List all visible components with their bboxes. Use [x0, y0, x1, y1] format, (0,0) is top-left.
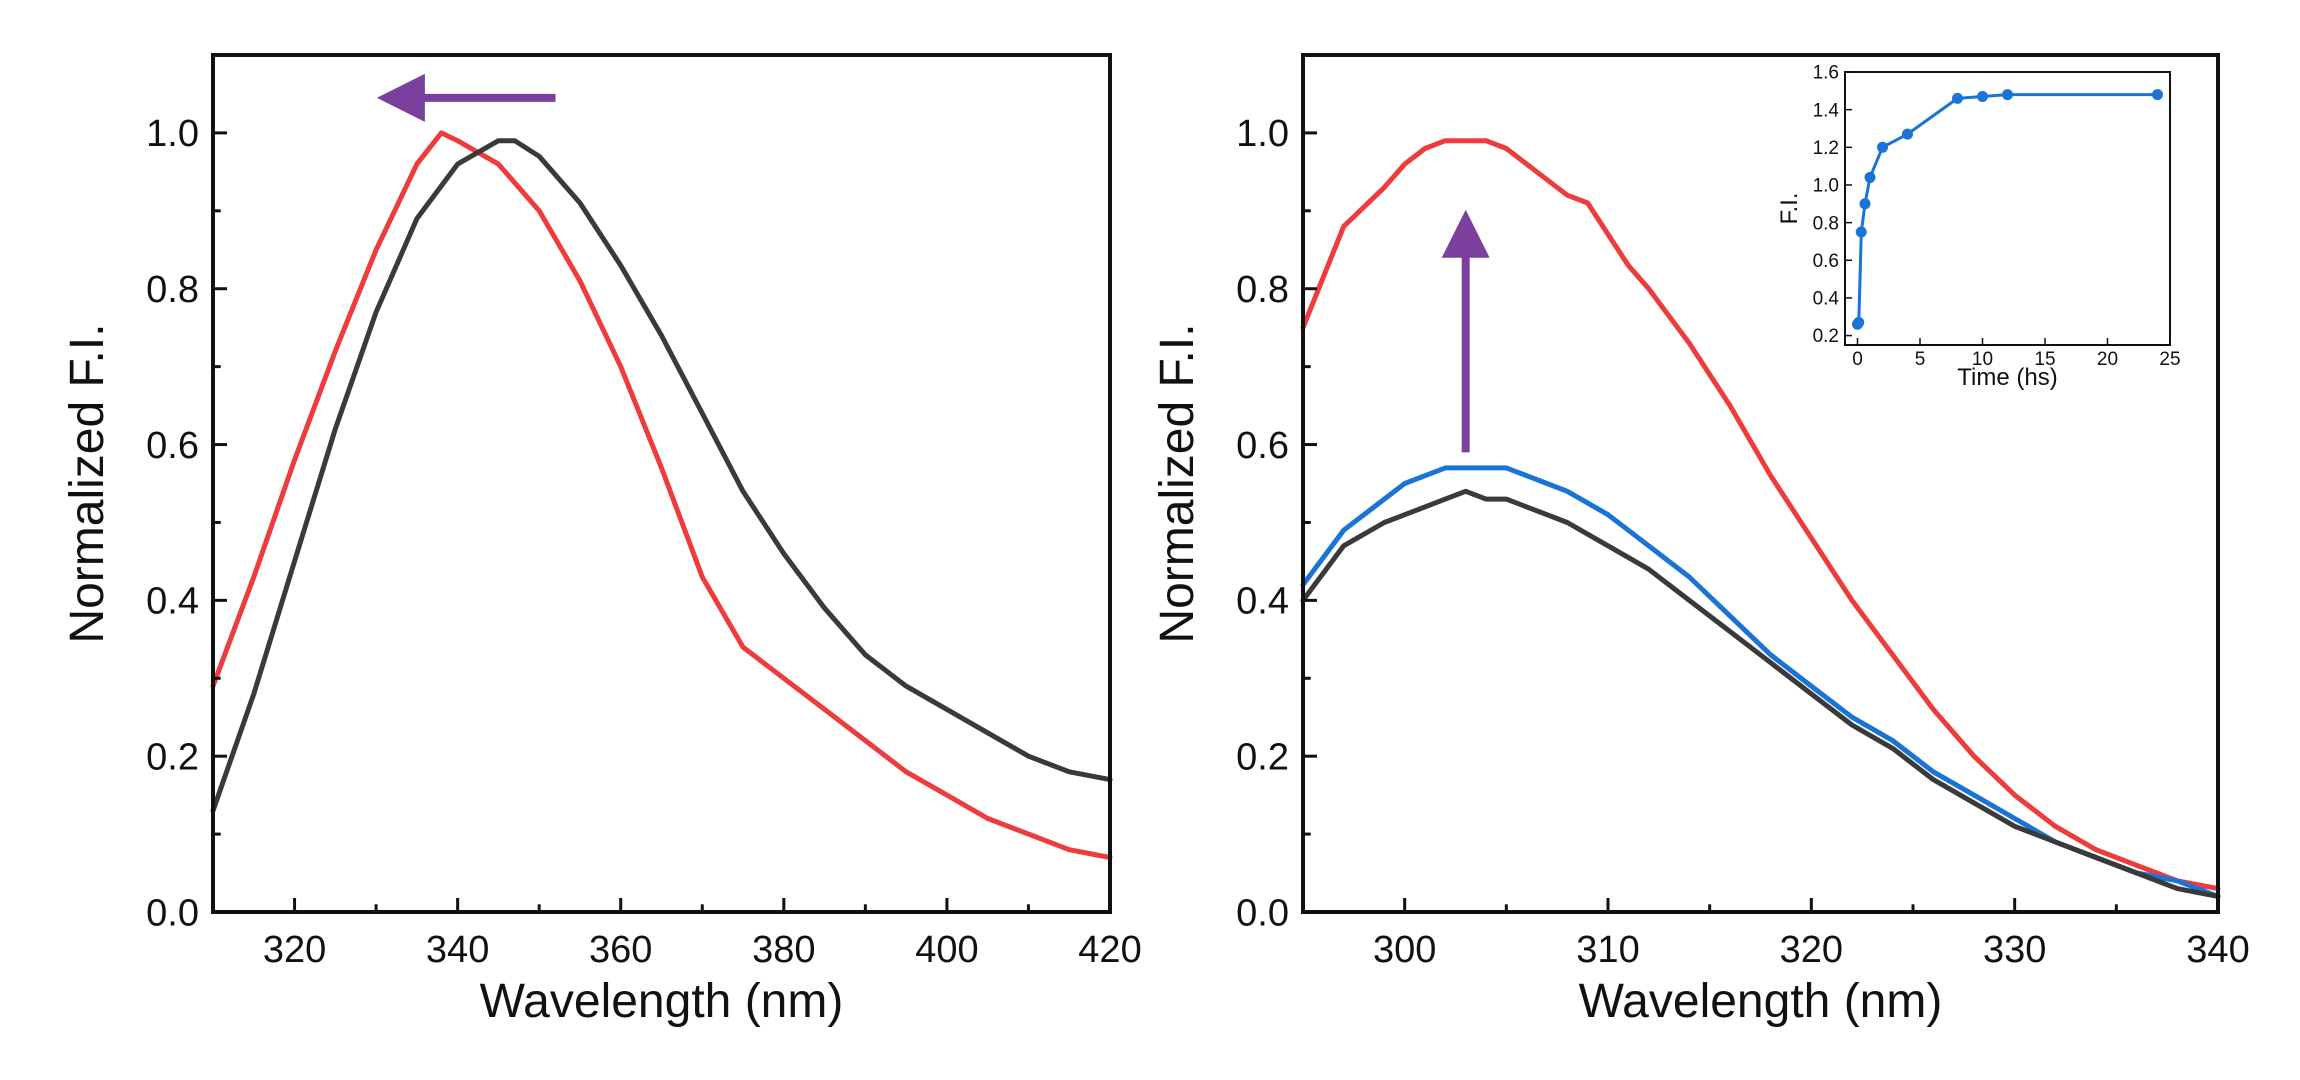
inset-series-1-point [1952, 92, 1963, 104]
left-yticks: 0.0 0.2 0.4 0.6 0.8 1.0 [146, 113, 227, 934]
right-yticks: 0.0 0.2 0.4 0.6 0.8 1.0 [1236, 113, 1317, 934]
inset-ytick-label: 1.0 [1813, 176, 1839, 197]
left-plot-frame [211, 53, 1112, 914]
inset-x-axis-title: Time (hs) [1957, 364, 2057, 391]
left-y-axis-title: Normalized F.I. [61, 323, 114, 643]
chart-right: 300 310 320 330 340 0.0 0.2 0.4 0.6 0.8 1.0 Wavel… [1151, 53, 2250, 1028]
left-x-axis-title: Wavelength (nm) [480, 975, 844, 1028]
inset-series-1-point [1977, 90, 1988, 102]
right-xticks: 300 310 320 330 340 [1373, 898, 2250, 971]
right-y-axis-title: Normalized F.I. [1151, 323, 1204, 643]
left-xtick-label: 340 [426, 929, 489, 971]
inset-xtick-label: 5 [1915, 349, 1926, 370]
left-xticks: 320 340 360 380 400 420 [263, 898, 1142, 971]
inset-xtick-label: 15 [2034, 349, 2055, 370]
inset-plot-frame [1844, 71, 2171, 346]
inset-series-1-point [1902, 128, 1913, 140]
left-ytick-label: 0.6 [146, 425, 199, 467]
right-xtick-label: 310 [1576, 929, 1639, 971]
right-series-2-line [1300, 465, 2221, 899]
left-xtick-label: 420 [1078, 929, 1141, 971]
inset-ytick-label: 1.6 [1813, 63, 1839, 84]
left-xtick-label: 320 [263, 929, 326, 971]
inset-ytick-label: 1.2 [1813, 138, 1839, 159]
left-ytick-label: 0.4 [146, 581, 199, 623]
right-ytick-label: 0.6 [1236, 425, 1289, 467]
left-ytick-label: 0.8 [146, 269, 199, 311]
right-ytick-label: 0.0 [1236, 892, 1289, 934]
left-series-layer [210, 130, 1113, 860]
inset-y-axis-title: F.I. [1776, 192, 1803, 224]
right-ytick-label: 0.8 [1236, 269, 1289, 311]
right-ytick-label: 1.0 [1236, 113, 1289, 155]
right-ytick-label: 0.2 [1236, 736, 1289, 778]
right-xtick-label: 300 [1373, 929, 1436, 971]
chart-left: 320 340 360 380 400 420 0.0 0.2 0.4 0.6 0.8 1.0 Wa… [61, 53, 1142, 1028]
inset-ytick-label: 1.4 [1813, 100, 1840, 121]
right-xtick-label: 340 [2186, 929, 2249, 971]
inset-ytick-label: 0.6 [1813, 251, 1839, 272]
inset-yticks: 0.2 0.4 0.6 0.8 1.0 1.2 1.4 1.6 [1813, 63, 1852, 347]
left-xtick-label: 400 [915, 929, 978, 971]
inset-chart: 0 5 10 15 20 25 0.2 0.4 0.6 0.8 1.0 1.2 1.4 1.6 Time… [1776, 60, 2190, 403]
inset-series-1-point [1853, 316, 1865, 328]
right-xtick-label: 320 [1780, 929, 1843, 971]
inset-xtick-label: 10 [1972, 349, 1993, 370]
inset-series-1-point [1877, 141, 1888, 153]
right-plot-frame [1301, 53, 2220, 914]
inset-ytick-label: 0.8 [1813, 213, 1839, 234]
inset-ytick-label: 0.4 [1813, 289, 1840, 310]
right-series-1-line [1300, 138, 2221, 892]
inset-series-1-point [2152, 89, 2163, 101]
inset-xtick-label: 20 [2097, 349, 2118, 370]
left-ytick-label: 0.2 [146, 736, 199, 778]
left-ytick-label: 1.0 [146, 113, 199, 155]
inset-series-layer [1852, 89, 2163, 330]
inset-xtick-label: 25 [2159, 349, 2180, 370]
right-ytick-label: 0.4 [1236, 581, 1289, 623]
right-x-axis-title: Wavelength (nm) [1579, 975, 1943, 1028]
left-xtick-label: 380 [752, 929, 815, 971]
inset-xticks: 0 5 10 15 20 25 [1852, 338, 2181, 370]
inset-series-1-point [1855, 226, 1867, 238]
left-series-2-line [210, 138, 1113, 814]
left-xtick-label: 360 [589, 929, 652, 971]
inset-ytick-label: 0.2 [1813, 326, 1839, 347]
right-series-layer [1300, 138, 2221, 899]
left-ytick-label: 0.0 [146, 892, 199, 934]
inset-xtick-label: 0 [1852, 349, 1863, 370]
right-series-3-line [1300, 488, 2221, 899]
left-series-1-line [210, 130, 1113, 860]
inset-series-1-point [1864, 171, 1876, 183]
right-xtick-label: 330 [1983, 929, 2046, 971]
inset-series-1-point [1859, 198, 1871, 210]
inset-series-1-point [2002, 89, 2013, 101]
